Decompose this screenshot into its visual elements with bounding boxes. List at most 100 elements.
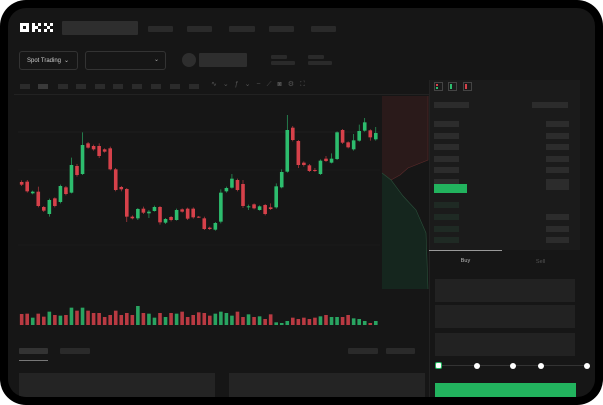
timeframe-button[interactable] xyxy=(151,84,161,89)
wave-icon[interactable]: ~ xyxy=(256,81,267,88)
timeframe-button[interactable] xyxy=(170,84,180,89)
volume-bar xyxy=(47,311,52,325)
gear-icon[interactable]: ⚙ xyxy=(287,81,301,88)
volume-bar xyxy=(75,310,79,325)
buy-button[interactable] xyxy=(435,383,576,397)
timeframe-button[interactable] xyxy=(76,84,86,89)
volume-bar xyxy=(257,316,262,325)
nav-item[interactable] xyxy=(229,26,255,32)
orderbook-buy-icon[interactable] xyxy=(448,82,457,91)
timeframe-button[interactable] xyxy=(132,84,142,89)
order-book-cell xyxy=(546,214,569,220)
nav-item[interactable] xyxy=(187,26,212,32)
volume-bar xyxy=(318,316,323,325)
camera-icon[interactable]: ◙ xyxy=(277,81,288,88)
orderbook-both-icon[interactable] xyxy=(434,82,443,91)
candle xyxy=(141,208,146,213)
volume-bar xyxy=(302,317,306,325)
bottom-panel xyxy=(19,373,215,397)
slider-handle[interactable] xyxy=(435,362,442,369)
volume-bar xyxy=(174,313,179,325)
fullscreen-icon[interactable]: ⛶ xyxy=(300,81,311,88)
volume-bar xyxy=(58,315,63,325)
candle xyxy=(340,130,345,143)
timeframe-button[interactable] xyxy=(95,84,105,89)
order-book-cell xyxy=(546,184,569,190)
candle xyxy=(252,204,256,209)
candle xyxy=(313,170,317,171)
order-book-cell xyxy=(532,102,568,108)
candle xyxy=(102,149,107,152)
line-icon[interactable]: ∿ xyxy=(211,81,223,88)
volume-bar xyxy=(80,307,85,325)
volume-bar xyxy=(125,313,129,325)
volume-bar xyxy=(36,313,41,325)
candle xyxy=(119,187,124,190)
candle xyxy=(351,140,356,150)
order-book-cell xyxy=(434,237,459,243)
tab-buy[interactable]: Buy xyxy=(460,258,471,264)
volume-bar xyxy=(307,319,312,325)
candle xyxy=(36,191,41,206)
candlestick-chart[interactable] xyxy=(8,8,438,338)
amount-input[interactable] xyxy=(435,305,575,328)
candle xyxy=(302,162,306,165)
search-box[interactable] xyxy=(62,21,138,35)
timeframe-button[interactable] xyxy=(20,84,30,89)
orderbook-sell-icon[interactable] xyxy=(463,82,472,91)
nav-item[interactable] xyxy=(269,26,294,32)
timeframe-button[interactable] xyxy=(38,84,48,89)
nav-item[interactable] xyxy=(311,26,336,32)
pair-name xyxy=(199,53,247,67)
ruler-icon[interactable]: ⟋ xyxy=(266,81,278,88)
candle xyxy=(136,209,140,219)
tab-indicator xyxy=(429,250,502,251)
timeframe-button[interactable] xyxy=(58,84,68,89)
slider-mark-50[interactable] xyxy=(510,363,516,369)
tab-order-history[interactable] xyxy=(60,348,90,354)
order-book-cell xyxy=(434,202,459,208)
volume-bar xyxy=(136,306,140,325)
volume-bar xyxy=(152,317,157,325)
timeframe-button[interactable] xyxy=(113,84,123,89)
volume-bar xyxy=(196,312,201,325)
candle xyxy=(296,141,301,165)
pair-select[interactable]: ⌄ xyxy=(85,51,166,70)
total-input[interactable] xyxy=(435,333,575,356)
candle xyxy=(329,158,334,163)
candle xyxy=(97,146,101,156)
slider-mark-75[interactable] xyxy=(538,363,544,369)
order-book-cell xyxy=(434,226,459,232)
depth-bid-line xyxy=(381,172,429,290)
volume-bar xyxy=(180,311,184,325)
candle xyxy=(235,180,240,190)
candle xyxy=(202,218,207,229)
chevron-down-icon: ⌄ xyxy=(153,57,159,63)
slider-mark-25[interactable] xyxy=(474,363,480,369)
volume-bar xyxy=(108,315,112,325)
candle xyxy=(42,207,46,211)
stat-value xyxy=(271,61,295,65)
indicator-icon[interactable]: ƒ xyxy=(234,81,245,88)
tab-sell[interactable]: Sell xyxy=(535,259,546,265)
chevron-down-icon[interactable]: ⌄ xyxy=(244,81,257,88)
depth-chart xyxy=(381,96,429,290)
candle xyxy=(130,216,135,219)
chevron-down-icon[interactable]: ⌄ xyxy=(222,81,235,88)
candle xyxy=(158,207,162,223)
slider-mark-100[interactable] xyxy=(584,363,590,369)
tab-open-orders[interactable] xyxy=(19,348,48,354)
nav-item[interactable] xyxy=(148,26,173,32)
price-input[interactable] xyxy=(435,279,575,302)
filter-button[interactable] xyxy=(348,348,378,354)
volume-bar xyxy=(30,317,35,325)
divider xyxy=(429,80,430,397)
filter-button[interactable] xyxy=(386,348,415,354)
order-book-cell xyxy=(434,214,459,220)
timeframe-button[interactable] xyxy=(189,84,199,89)
candle xyxy=(125,189,129,217)
app-screen: Spot Trading ⌄ ⌄ ∿⌄ƒ⌄~⟋◙⚙⛶ xyxy=(8,8,595,397)
market-select[interactable]: Spot Trading ⌄ xyxy=(19,51,78,70)
candle xyxy=(279,172,284,188)
